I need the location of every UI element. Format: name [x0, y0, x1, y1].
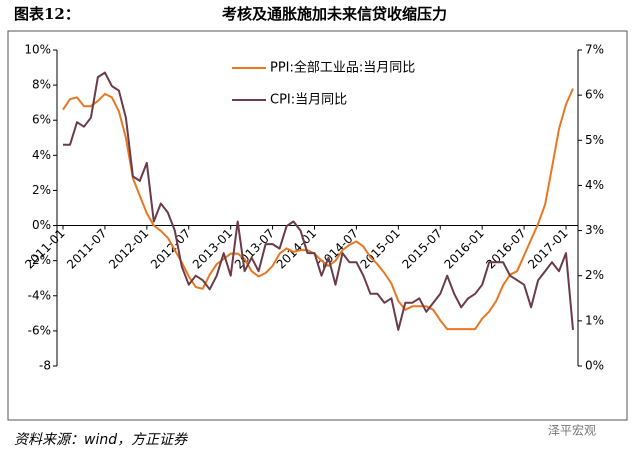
series-line — [63, 71, 574, 331]
y-tick-label: 4% — [32, 148, 51, 162]
y-tick-label: 2% — [32, 183, 51, 197]
y2-tick-label: 3% — [585, 223, 604, 237]
y-tick-label: 8% — [32, 78, 51, 92]
y2-tick-label: 0% — [585, 359, 604, 373]
header-title: 考核及通胀施加未来信贷收缩压力 — [222, 5, 447, 23]
y-tick-label: 10% — [24, 43, 51, 57]
legend-label: PPI:全部工业品:当月同比 — [270, 60, 415, 76]
x-tick-label: 2012-07 — [148, 226, 193, 271]
x-tick-label: 2013-01 — [190, 226, 235, 271]
y-tick-label: -4% — [28, 288, 51, 302]
y-tick-label: -2% — [28, 253, 51, 267]
y-tick-label: 0% — [32, 218, 51, 232]
y-tick-label: -6% — [28, 323, 51, 337]
y2-tick-label: 1% — [585, 313, 604, 327]
y2-tick-label: 5% — [585, 133, 604, 147]
x-tick-label: 2016-07 — [483, 226, 528, 271]
x-tick-label: 2012-01 — [106, 226, 151, 271]
y2-tick-label: 4% — [585, 178, 604, 192]
y2-tick-label: 2% — [585, 268, 604, 282]
x-tick-label: 2011-07 — [64, 226, 109, 271]
y2-tick-label: 6% — [585, 88, 604, 102]
x-tick-label: 2014-07 — [316, 226, 361, 271]
y-tick-label: 6% — [32, 113, 51, 127]
x-tick-label: 2014-01 — [274, 226, 319, 271]
series-line — [62, 88, 574, 331]
source: 资料来源：wind，方正证券 — [14, 432, 188, 448]
header-label: 图表12： — [14, 5, 80, 23]
x-tick-label: 2015-07 — [400, 226, 445, 271]
y2-tick-label: 7% — [585, 43, 604, 57]
y-tick-label: -8 — [39, 359, 51, 373]
x-tick-label: 2017-01 — [525, 226, 570, 271]
frame — [7, 30, 628, 421]
watermark: 泽平宏观 — [548, 423, 596, 438]
legend-label: CPI:当月同比 — [270, 93, 347, 108]
x-tick-label: 2016-01 — [441, 226, 486, 271]
